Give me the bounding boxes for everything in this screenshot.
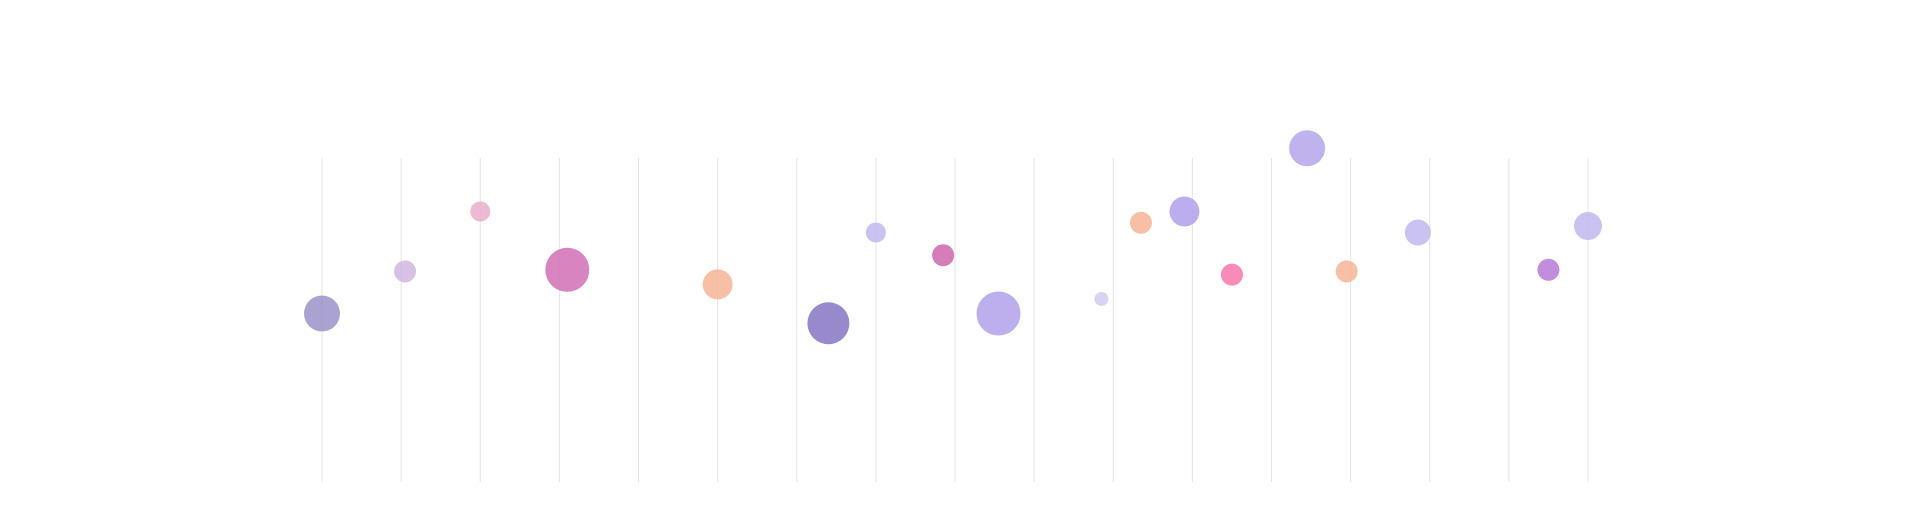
data-point: [865, 222, 886, 243]
data-point: [545, 247, 590, 292]
vertical-gridlines: [321, 158, 1589, 482]
data-point: [304, 295, 340, 332]
data-point: [1169, 196, 1200, 227]
data-point: [470, 201, 491, 222]
data-point: [932, 244, 955, 267]
data-point: [394, 260, 417, 283]
data-point: [1335, 260, 1358, 283]
data-point: [1404, 219, 1431, 246]
data-point: [1220, 263, 1243, 286]
data-point: [702, 269, 733, 300]
data-point: [1094, 291, 1109, 306]
data-point: [807, 302, 850, 345]
data-point: [976, 291, 1021, 336]
data-point: [1537, 258, 1560, 281]
data-point: [1289, 130, 1326, 167]
data-point: [1129, 211, 1152, 234]
data-points: [304, 130, 1602, 345]
data-point: [1574, 212, 1602, 241]
